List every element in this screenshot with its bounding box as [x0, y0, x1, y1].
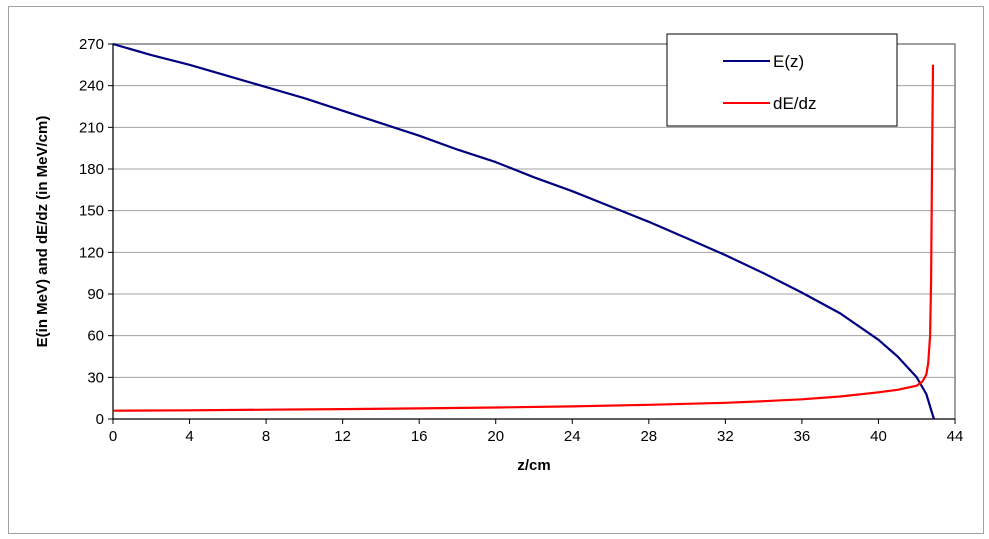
y-tick-label: 150 — [79, 203, 104, 220]
x-axis-title: z/cm — [517, 457, 550, 474]
y-tick-label: 90 — [87, 286, 104, 303]
series-line-1 — [112, 64, 935, 412]
y-tick-label: 60 — [87, 328, 104, 345]
x-tick-label: 0 — [109, 428, 117, 445]
series-layer — [112, 42, 935, 420]
y-tick-label: 120 — [79, 244, 104, 261]
x-tick-label: 44 — [947, 428, 964, 445]
y-tick-label: 0 — [96, 411, 104, 428]
legend-box — [666, 33, 898, 127]
y-axis-title: E(in MeV) and dE/dz (in MeV/cm) — [34, 116, 51, 348]
series-line-0 — [112, 42, 935, 420]
legend-label-e: E(z) — [773, 52, 804, 71]
x-tick-label: 40 — [870, 428, 887, 445]
x-tick-label: 8 — [262, 428, 270, 445]
y-tick-label: 30 — [87, 369, 104, 386]
y-tick-label: 270 — [79, 36, 104, 53]
y-tick-label: 240 — [79, 78, 104, 95]
x-tick-label: 36 — [794, 428, 811, 445]
x-tick-label: 4 — [185, 428, 193, 445]
legend-label-dedz: dE/dz — [773, 94, 816, 113]
x-tick-label: 24 — [564, 428, 581, 445]
x-tick-label: 32 — [717, 428, 734, 445]
y-tick-label: 210 — [79, 119, 104, 136]
grid-layer — [113, 85, 955, 378]
y-tick-label: 180 — [79, 161, 104, 178]
x-tick-label: 28 — [640, 428, 657, 445]
x-tick-label: 20 — [487, 428, 504, 445]
tick-layer: 0 30 60 90 120 150 180 210 240 270 0 4 8 12 16 20 24 28 32… — [79, 36, 963, 445]
x-tick-label: 16 — [411, 428, 428, 445]
x-tick-label: 12 — [334, 428, 351, 445]
legend: E(z) dE/dz — [666, 33, 898, 127]
